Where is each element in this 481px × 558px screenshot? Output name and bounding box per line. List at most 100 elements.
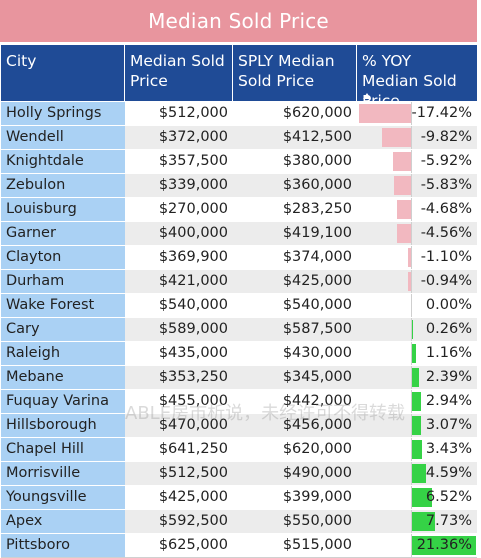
cell-yoy-median-sold-price: 2.94%: [357, 390, 477, 413]
cell-sply-median-sold-price: $412,500: [233, 126, 357, 149]
cell-median-sold-price: $372,000: [125, 126, 233, 149]
column-header-sply-median-sold-price[interactable]: SPLY Median Sold Price: [233, 45, 357, 101]
cell-sply-median-sold-price: $620,000: [233, 438, 357, 461]
yoy-value-label: 2.39%: [425, 369, 472, 385]
table-row[interactable]: Cary $589,000 $587,500 0.26%: [1, 317, 477, 341]
cell-median-sold-price: $540,000: [125, 294, 233, 317]
table-row[interactable]: Clayton $369,900 $374,000 -1.10%: [1, 245, 477, 269]
table-row[interactable]: Fuquay Varina $455,000 $442,000 2.94%: [1, 389, 477, 413]
table-row[interactable]: Wake Forest $540,000 $540,000 0.00%: [1, 293, 477, 317]
yoy-value-label: 2.94%: [425, 393, 472, 409]
cell-city: Mebane: [1, 366, 125, 389]
table-row[interactable]: Youngsville $425,000 $399,000 6.52%: [1, 485, 477, 509]
data-bar-axis: [411, 390, 413, 413]
cell-sply-median-sold-price: $380,000: [233, 150, 357, 173]
cell-median-sold-price: $470,000: [125, 414, 233, 437]
data-bar-axis: [411, 174, 413, 197]
cell-sply-median-sold-price: $374,000: [233, 246, 357, 269]
table-row[interactable]: Morrisville $512,500 $490,000 4.59%: [1, 461, 477, 485]
cell-yoy-median-sold-price: 3.07%: [357, 414, 477, 437]
data-bar-axis: [411, 222, 413, 245]
yoy-value-label: 21.36%: [416, 537, 472, 553]
cell-city: Pittsboro: [1, 534, 125, 557]
cell-sply-median-sold-price: $587,500: [233, 318, 357, 341]
positive-data-bar: [412, 392, 421, 411]
cell-median-sold-price: $455,000: [125, 390, 233, 413]
cell-median-sold-price: $589,000: [125, 318, 233, 341]
cell-median-sold-price: $421,000: [125, 270, 233, 293]
yoy-value-label: -5.92%: [420, 153, 472, 169]
cell-yoy-median-sold-price: 3.43%: [357, 438, 477, 461]
table-body: Holly Springs $512,000 $620,000 -17.42% Wend…: [1, 101, 477, 558]
positive-data-bar: [412, 368, 420, 387]
table-row[interactable]: Pittsboro $625,000 $515,000 21.36%: [1, 533, 477, 557]
cell-median-sold-price: $512,500: [125, 462, 233, 485]
cell-yoy-median-sold-price: 0.00%: [357, 294, 477, 317]
cell-yoy-median-sold-price: 2.39%: [357, 366, 477, 389]
table-row[interactable]: Wendell $372,000 $412,500 -9.82%: [1, 125, 477, 149]
data-bar-axis: [411, 102, 413, 125]
column-header-city[interactable]: City: [1, 45, 125, 101]
table-row[interactable]: Apex $592,500 $550,000 7.73%: [1, 509, 477, 533]
cell-yoy-median-sold-price: -17.42%: [357, 102, 477, 125]
data-bar-axis: [411, 294, 413, 317]
table-row[interactable]: Durham $421,000 $425,000 -0.94%: [1, 269, 477, 293]
positive-data-bar: [412, 320, 414, 339]
yoy-value-label: -17.42%: [411, 105, 472, 121]
yoy-value-label: 0.00%: [425, 297, 472, 313]
cell-sply-median-sold-price: $540,000: [233, 294, 357, 317]
yoy-value-label: 1.16%: [425, 345, 472, 361]
table-row[interactable]: Holly Springs $512,000 $620,000 -17.42%: [1, 101, 477, 125]
cell-city: Zebulon: [1, 174, 125, 197]
yoy-value-label: 7.73%: [425, 513, 472, 529]
column-header-median-sold-price[interactable]: Median Sold Price: [125, 45, 233, 101]
cell-sply-median-sold-price: $442,000: [233, 390, 357, 413]
yoy-value-label: 3.07%: [425, 417, 472, 433]
table-row[interactable]: Chapel Hill $641,250 $620,000 3.43%: [1, 437, 477, 461]
visual-title: Median Sold Price: [0, 0, 477, 42]
sort-ascending-icon: [363, 93, 371, 99]
positive-data-bar: [412, 440, 423, 459]
cell-city: Chapel Hill: [1, 438, 125, 461]
table-row[interactable]: Zebulon $339,000 $360,000 -5.83%: [1, 173, 477, 197]
cell-city: Cary: [1, 318, 125, 341]
table-row[interactable]: Garner $400,000 $419,100 -4.56%: [1, 221, 477, 245]
data-bar-axis: [411, 126, 413, 149]
cell-city: Knightdale: [1, 150, 125, 173]
positive-data-bar: [412, 512, 436, 531]
negative-data-bar: [408, 272, 412, 291]
column-header-yoy-median-sold-price[interactable]: % YOY Median Sold Price: [357, 45, 477, 110]
yoy-value-label: -0.94%: [420, 273, 472, 289]
data-bar-axis: [411, 342, 413, 365]
cell-sply-median-sold-price: $399,000: [233, 486, 357, 509]
cell-median-sold-price: $641,250: [125, 438, 233, 461]
cell-sply-median-sold-price: $360,000: [233, 174, 357, 197]
cell-yoy-median-sold-price: -5.92%: [357, 150, 477, 173]
table-row[interactable]: Louisburg $270,000 $283,250 -4.68%: [1, 197, 477, 221]
data-bar-axis: [411, 198, 413, 221]
cell-yoy-median-sold-price: 6.52%: [357, 486, 477, 509]
yoy-value-label: 4.59%: [425, 465, 472, 481]
data-bar-axis: [411, 462, 413, 485]
cell-median-sold-price: $357,500: [125, 150, 233, 173]
cell-median-sold-price: $512,000: [125, 102, 233, 125]
table-row[interactable]: Knightdale $357,500 $380,000 -5.92%: [1, 149, 477, 173]
cell-sply-median-sold-price: $430,000: [233, 342, 357, 365]
median-price-table: City Median Sold Price SPLY Median Sold …: [1, 45, 477, 558]
table-row[interactable]: Raleigh $435,000 $430,000 1.16%: [1, 341, 477, 365]
cell-sply-median-sold-price: $490,000: [233, 462, 357, 485]
data-bar-axis: [411, 150, 413, 173]
cell-median-sold-price: $592,500: [125, 510, 233, 533]
cell-sply-median-sold-price: $620,000: [233, 102, 357, 125]
yoy-value-label: 3.43%: [425, 441, 472, 457]
cell-median-sold-price: $270,000: [125, 198, 233, 221]
negative-data-bar: [381, 128, 412, 147]
cell-city: Garner: [1, 222, 125, 245]
cell-sply-median-sold-price: $456,000: [233, 414, 357, 437]
cell-yoy-median-sold-price: 0.26%: [357, 318, 477, 341]
cell-median-sold-price: $435,000: [125, 342, 233, 365]
table-row[interactable]: Mebane $353,250 $345,000 2.39%: [1, 365, 477, 389]
cell-yoy-median-sold-price: -4.56%: [357, 222, 477, 245]
table-row[interactable]: Hillsborough $470,000 $456,000 3.07%: [1, 413, 477, 437]
cell-yoy-median-sold-price: -0.94%: [357, 270, 477, 293]
